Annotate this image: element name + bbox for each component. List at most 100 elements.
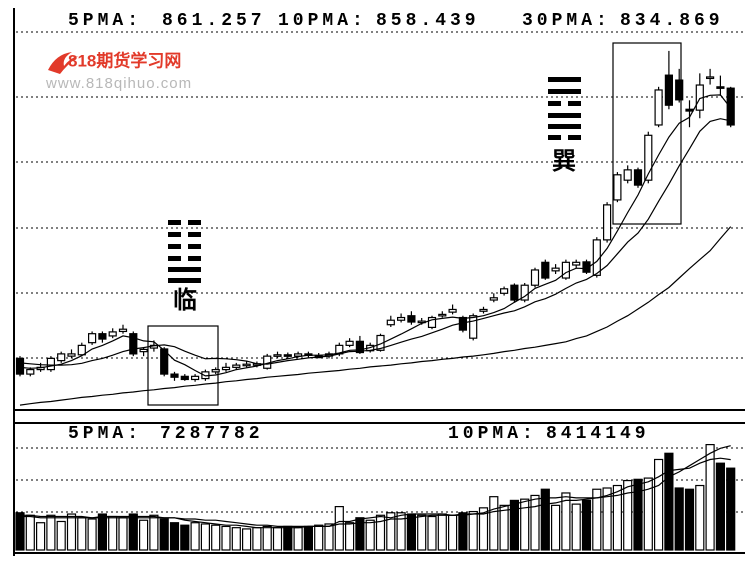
- candle-body: [118, 328, 128, 333]
- candle-body: [345, 340, 354, 346]
- volume-bar: [674, 487, 684, 551]
- volume-bar: [345, 522, 355, 551]
- candle-body: [180, 375, 189, 381]
- candle-body: [160, 348, 169, 375]
- candle-body: [15, 357, 25, 375]
- ma-line: [19, 94, 732, 377]
- volume-bar: [108, 515, 118, 551]
- volume-bar: [396, 512, 406, 551]
- candle-body: [283, 354, 292, 357]
- ma-line: [19, 226, 732, 406]
- ma-line: [19, 118, 731, 366]
- volume-bar: [386, 512, 396, 551]
- volume-bar: [653, 458, 664, 551]
- ma-value: 834.869: [620, 11, 724, 31]
- candle-body: [273, 354, 282, 357]
- highlight-box: [147, 325, 219, 406]
- candle-body: [705, 76, 715, 80]
- candle-body: [407, 315, 416, 323]
- candle-body: [572, 261, 581, 266]
- volume-bar: [46, 514, 56, 551]
- volume-bar: [128, 513, 138, 551]
- volume-bar: [242, 528, 252, 551]
- volume-bar: [468, 510, 478, 551]
- candle-body: [211, 369, 220, 373]
- candle-body: [98, 333, 107, 340]
- vol-ma-label: 10PMA:: [448, 424, 537, 444]
- volume-ma-line: [20, 445, 731, 527]
- volume-bar: [324, 523, 334, 551]
- highlight-box: [612, 42, 682, 225]
- vol-ma-value: 7287782: [160, 424, 264, 444]
- candle-body: [644, 134, 653, 181]
- volume-bar: [262, 525, 272, 551]
- candle-body: [67, 353, 76, 357]
- candle-body: [438, 313, 447, 317]
- volume-bar: [35, 522, 46, 551]
- volume-bar: [581, 499, 592, 551]
- volume-bar: [15, 512, 25, 551]
- volume-bar: [293, 527, 303, 551]
- volume-bar: [169, 522, 180, 551]
- candle-body: [664, 74, 674, 106]
- volume-bar: [602, 487, 612, 551]
- volume-bar: [478, 507, 489, 551]
- candle-body: [500, 288, 509, 294]
- volume-bar: [375, 514, 386, 551]
- volume-bar: [231, 527, 241, 551]
- volume-bar: [664, 452, 674, 551]
- volume-bar: [334, 506, 344, 551]
- volume-bar: [499, 504, 509, 551]
- volume-bar: [489, 496, 499, 551]
- ma-value: 861.257: [162, 11, 266, 31]
- candle-body: [561, 261, 571, 279]
- candle-body: [170, 373, 179, 378]
- volume-bar: [159, 518, 169, 551]
- volume-bar: [592, 488, 602, 551]
- ma-value: 858.439: [376, 11, 480, 31]
- volume-bar: [252, 527, 262, 551]
- hexagram-label: 巽: [552, 147, 576, 175]
- volume-bar: [695, 484, 705, 551]
- volume-bar: [211, 524, 221, 551]
- volume-bar: [139, 519, 149, 551]
- volume-bar: [118, 517, 128, 551]
- hexagram-xun: [548, 77, 581, 140]
- ma-label: 5PMA:: [68, 11, 142, 31]
- candle-body: [551, 267, 560, 272]
- hexagram-label: 临: [173, 286, 197, 314]
- candle-body: [87, 333, 97, 344]
- volume-bar: [705, 444, 715, 551]
- volume-bar: [530, 494, 540, 551]
- volume-bar: [571, 503, 581, 551]
- candle-body: [46, 357, 56, 371]
- volume-bar: [458, 512, 468, 551]
- volume-bar: [190, 522, 200, 551]
- volume-bar: [448, 514, 458, 551]
- volume-bar: [684, 488, 695, 551]
- candle-body: [541, 261, 550, 279]
- candle-body: [685, 108, 694, 112]
- candle-body: [232, 364, 241, 368]
- candle-body: [716, 86, 725, 89]
- candle-body: [613, 174, 622, 201]
- candle-body: [582, 261, 591, 273]
- candle-body: [129, 333, 138, 355]
- volume-bar: [77, 517, 87, 551]
- candle-body: [77, 344, 86, 356]
- volume-bar: [283, 525, 293, 551]
- candle-body: [108, 331, 117, 337]
- volume-bar: [561, 492, 571, 551]
- candle-body: [57, 353, 66, 362]
- candle-body: [26, 369, 35, 375]
- volume-bar: [623, 479, 633, 551]
- candle-body: [397, 316, 406, 321]
- volume-ma-line: [20, 457, 731, 529]
- volume-bar: [221, 525, 231, 551]
- candle-body: [448, 308, 457, 313]
- vol-ma-label: 5PMA:: [68, 424, 142, 444]
- candle-body: [510, 284, 519, 301]
- volume-bar: [272, 527, 283, 551]
- volume-bar: [715, 462, 726, 551]
